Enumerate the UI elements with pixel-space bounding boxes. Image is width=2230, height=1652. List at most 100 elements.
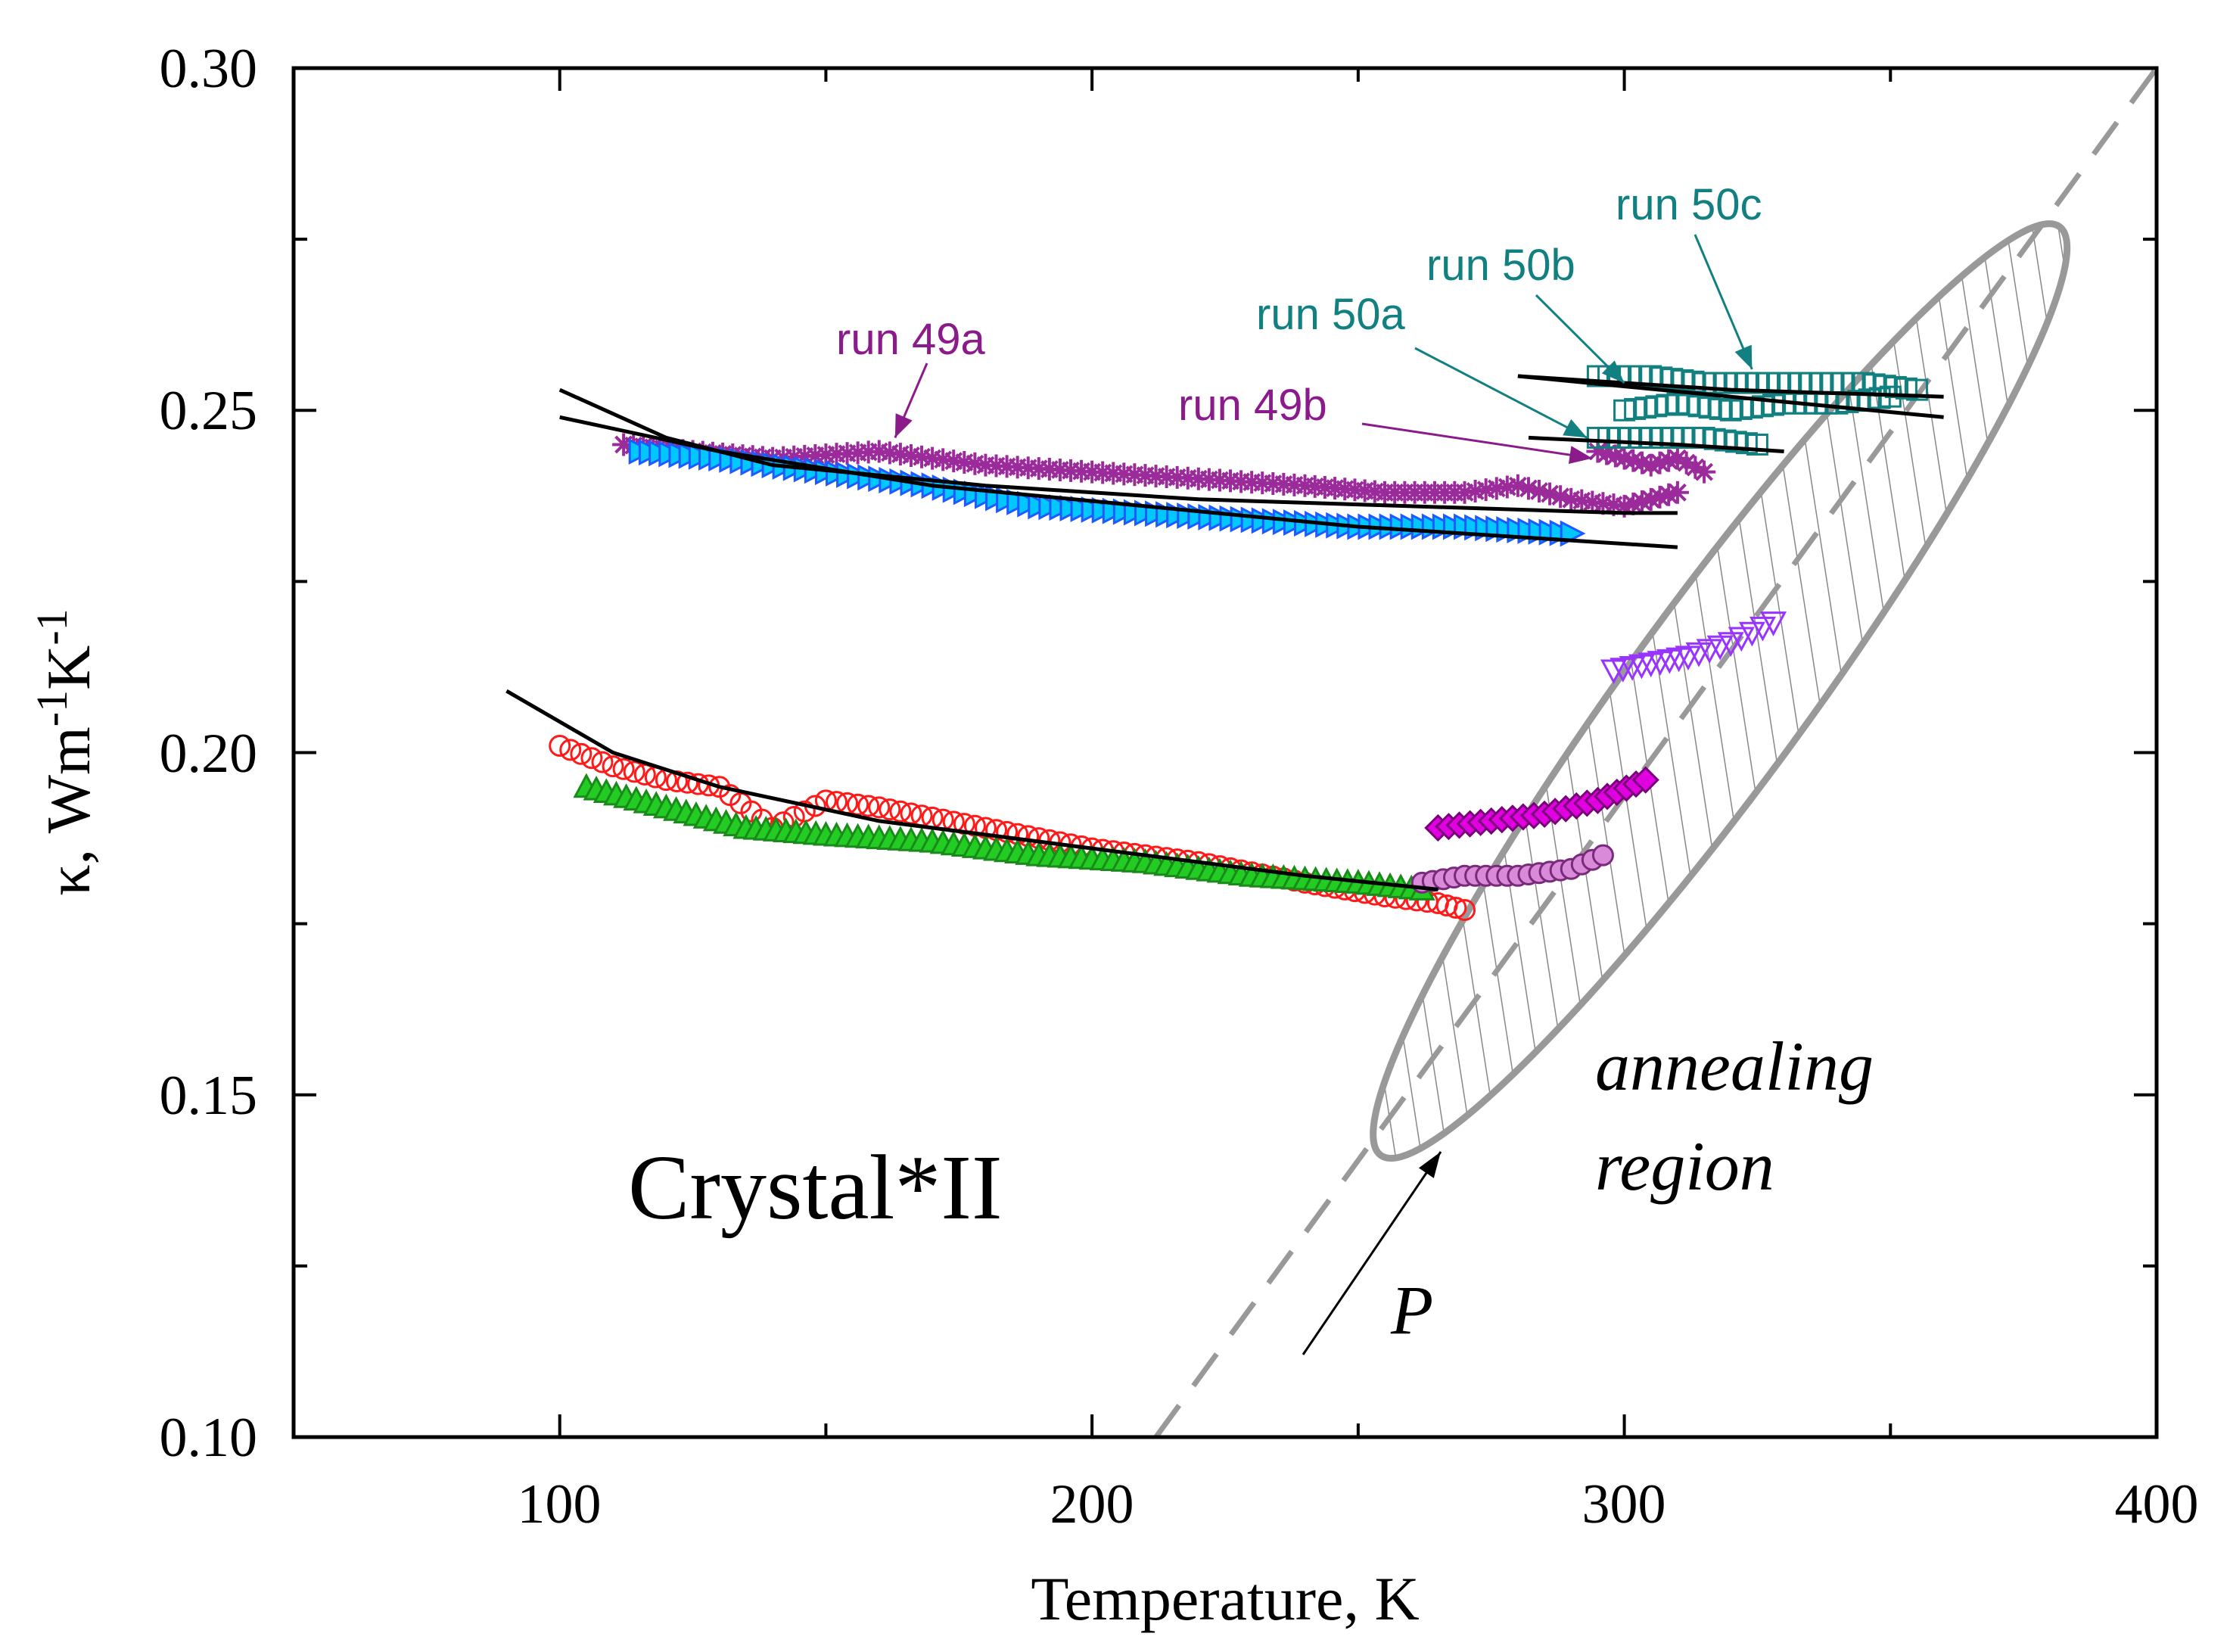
data-point [1528, 479, 1551, 502]
annealing-ellipse [1370, 220, 2071, 1162]
data-point [1728, 627, 1755, 652]
sample-label: Crystal*II [628, 1137, 1003, 1239]
annealing-label-line2: region [1595, 1128, 1774, 1205]
fit-curve [1517, 374, 1944, 419]
x-tick-label: 400 [2115, 1473, 2199, 1535]
data-point [1639, 487, 1662, 511]
data-point [1516, 477, 1540, 500]
x-tick-label: 300 [1582, 1473, 1666, 1535]
series-run-50a [1586, 426, 1768, 456]
axis-ticks [292, 67, 2158, 1439]
data-point [1631, 451, 1654, 474]
x-axis-title: Temperature, K [1031, 1564, 1419, 1633]
pressure-arrow-head [1418, 1152, 1441, 1178]
pressure-arrow [1302, 1151, 1442, 1355]
data-point [1675, 451, 1698, 474]
y-tick-label: 0.20 [160, 723, 258, 785]
data-point [879, 798, 901, 821]
data-point [1905, 378, 1928, 401]
data-point [1445, 897, 1467, 919]
data-point [1657, 483, 1681, 506]
fit-curve [505, 689, 1438, 891]
pressure-diagonal-line [1153, 68, 2157, 1437]
arrow-head [1563, 418, 1588, 438]
data-point [1454, 899, 1476, 922]
run-49b-label: run 49b [1178, 381, 1327, 430]
data-point [570, 742, 592, 765]
run-annotations [894, 234, 1753, 464]
data-point [1738, 621, 1765, 647]
annotation-arrow [894, 362, 928, 439]
annealing-label-line1: annealing [1595, 1028, 1874, 1105]
y-axis-title-mid: K [34, 646, 103, 690]
data-point [559, 739, 582, 761]
run-50c-label: run 50c [1616, 180, 1762, 229]
data-point [889, 800, 912, 823]
data-point [1684, 456, 1707, 479]
data-point [1749, 616, 1776, 642]
arrow-shaft [1361, 422, 1593, 460]
series-violet-triangles [1600, 611, 1787, 685]
data-point [1595, 442, 1619, 465]
data-point [1591, 844, 1614, 866]
data-point [602, 755, 624, 778]
data-point [1613, 446, 1636, 470]
fit-curve [1528, 435, 1784, 453]
data-point [1586, 440, 1610, 463]
y-tick-label: 0.25 [160, 380, 258, 442]
data-point [1549, 485, 1572, 509]
data-point [1631, 490, 1654, 513]
arrow-head [894, 413, 913, 438]
data-point [1666, 446, 1689, 470]
arrow-shaft [1414, 347, 1588, 439]
arrow-head [1734, 344, 1753, 369]
data-point [1639, 453, 1662, 477]
data-point [676, 771, 699, 794]
run-49a-label: run 49a [836, 315, 985, 364]
annotation-arrow [1535, 294, 1625, 384]
y-axis-title-base: κ, Wm [34, 726, 103, 896]
plot-frame [291, 66, 2159, 1439]
data-point [1657, 449, 1681, 472]
data-point [1717, 632, 1744, 657]
arrow-shaft [1693, 234, 1753, 370]
arrow-head [1568, 446, 1593, 464]
y-axis-title-sup2: -1 [27, 608, 76, 645]
data-point [1746, 433, 1768, 456]
y-axis-title-sup1: -1 [27, 690, 76, 726]
pressure-arrow-shaft [1302, 1151, 1442, 1355]
annotation-arrow [1361, 422, 1593, 464]
data-point [1693, 460, 1716, 484]
data-point [591, 751, 614, 773]
data-point [857, 795, 880, 817]
y-axis-title: κ, Wm-1K-1 [27, 608, 103, 895]
series-run-49b [1586, 440, 1716, 484]
data-point [793, 800, 816, 823]
data-point [847, 793, 869, 816]
fit-curve [1517, 374, 1944, 399]
data-point [1631, 766, 1659, 794]
data-point [1666, 481, 1689, 504]
data-point [1622, 492, 1645, 515]
fit-curves [505, 374, 1944, 891]
run-50b-label: run 50b [1426, 241, 1575, 290]
data-point [1648, 451, 1672, 474]
y-tick-label: 0.30 [160, 38, 258, 100]
pressure-label: P [1390, 1271, 1433, 1349]
data-point [1760, 611, 1787, 636]
diagonal-dash-line [1153, 68, 2157, 1437]
data-point [1538, 482, 1562, 506]
x-tick-label: 200 [1050, 1473, 1134, 1535]
x-tick-label: 100 [518, 1473, 602, 1535]
data-point [1648, 485, 1672, 509]
data-point [1613, 494, 1636, 518]
fit-curve [559, 415, 1678, 549]
data-point [868, 796, 891, 819]
run-50a-label: run 50a [1256, 290, 1405, 339]
annotation-arrow [1414, 347, 1588, 439]
series-magenta-diamonds [1424, 766, 1659, 842]
data-point [1506, 474, 1529, 497]
data-point [1603, 444, 1627, 468]
data-point [1622, 449, 1645, 472]
